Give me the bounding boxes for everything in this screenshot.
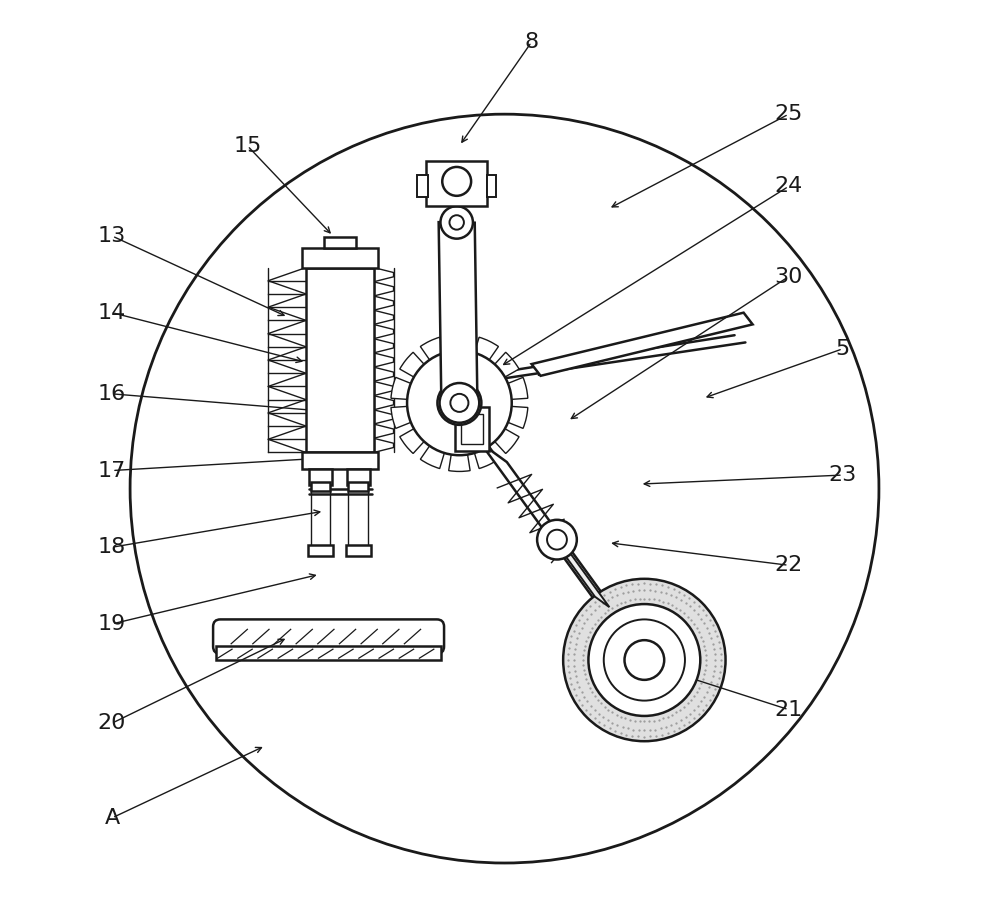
Circle shape [407,350,512,455]
Wedge shape [449,334,470,353]
Text: 13: 13 [98,226,126,246]
Wedge shape [420,338,445,361]
Text: 15: 15 [233,136,262,156]
Circle shape [437,381,481,424]
Bar [426,161,487,206]
Wedge shape [474,444,498,469]
Text: 17: 17 [98,461,126,481]
Wedge shape [420,444,445,469]
Bar [348,482,368,491]
Wedge shape [449,452,470,472]
Wedge shape [493,352,519,378]
Bar [302,452,378,469]
Text: 22: 22 [775,556,803,576]
Circle shape [625,640,664,680]
Bar [346,546,371,557]
Wedge shape [506,377,528,399]
Bar [324,237,356,248]
Bar [461,414,483,444]
Text: 21: 21 [775,700,803,719]
Bar [308,546,333,557]
Polygon shape [532,312,753,376]
Circle shape [442,167,471,195]
Bar [216,646,441,660]
Wedge shape [391,377,413,399]
Polygon shape [554,540,609,607]
Bar [455,407,489,451]
Wedge shape [493,428,519,453]
Text: A: A [104,808,120,828]
Text: 20: 20 [98,713,126,733]
Wedge shape [391,406,413,428]
Bar [309,469,332,485]
Text: 5: 5 [836,338,850,358]
Circle shape [547,529,567,549]
Circle shape [450,394,468,412]
FancyBboxPatch shape [213,619,444,653]
Wedge shape [400,428,425,453]
Polygon shape [481,443,657,670]
Bar [311,482,330,491]
Bar [417,175,428,197]
Circle shape [563,579,726,741]
Bar [306,268,374,452]
Text: 23: 23 [829,465,857,485]
Circle shape [449,215,464,230]
Polygon shape [439,222,477,403]
Text: 8: 8 [525,32,539,52]
Circle shape [440,206,473,239]
Bar [347,469,370,485]
Wedge shape [400,352,425,378]
Circle shape [440,383,479,423]
Text: 30: 30 [775,267,803,287]
Circle shape [588,604,700,716]
Text: 14: 14 [98,302,126,323]
Text: 25: 25 [775,104,803,124]
Bar [487,175,496,197]
Wedge shape [474,338,498,361]
Text: 18: 18 [98,538,126,557]
Bar [302,248,378,268]
Circle shape [537,519,577,559]
Text: 19: 19 [98,614,126,634]
Text: 16: 16 [98,384,126,404]
Text: 24: 24 [775,176,803,196]
Wedge shape [506,406,528,428]
